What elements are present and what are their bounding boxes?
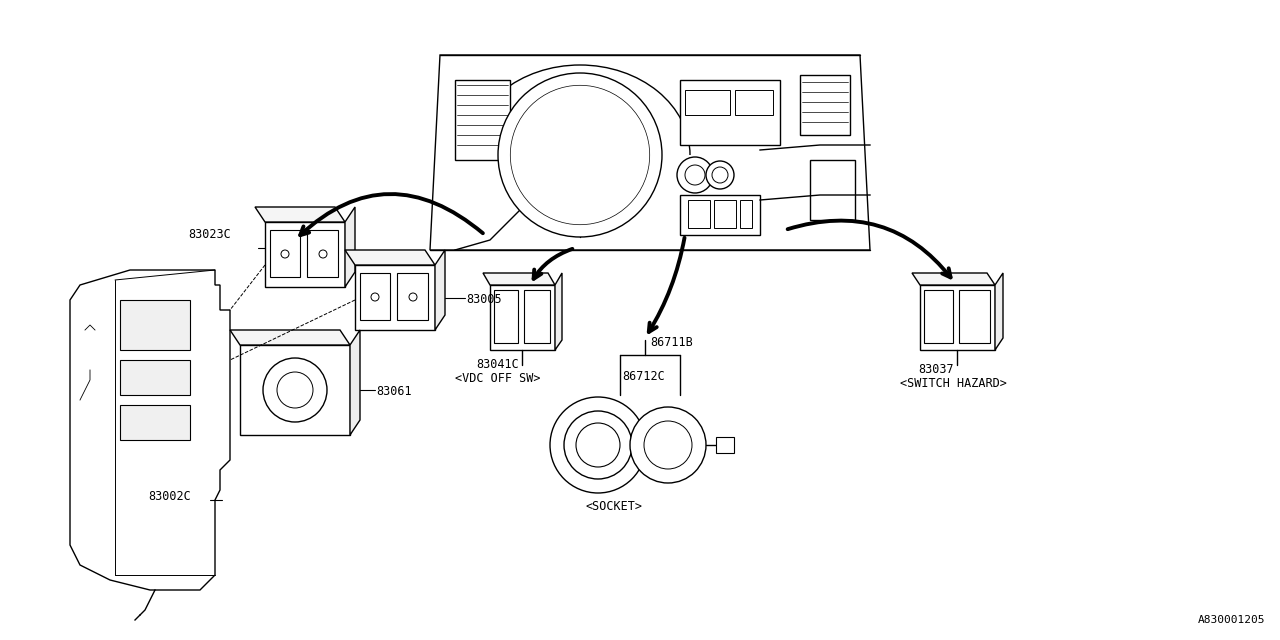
Polygon shape	[680, 195, 760, 235]
Polygon shape	[435, 250, 445, 330]
Circle shape	[410, 293, 417, 301]
Text: A830001205: A830001205	[1198, 615, 1265, 625]
Polygon shape	[349, 330, 360, 435]
Polygon shape	[230, 330, 349, 345]
Text: <VDC OFF SW>: <VDC OFF SW>	[454, 372, 540, 385]
Polygon shape	[494, 290, 518, 343]
Polygon shape	[740, 200, 753, 228]
Text: 83005: 83005	[466, 293, 502, 306]
Polygon shape	[120, 300, 189, 350]
Circle shape	[552, 127, 608, 183]
Polygon shape	[346, 207, 355, 287]
Circle shape	[276, 372, 314, 408]
Circle shape	[282, 250, 289, 258]
Polygon shape	[265, 222, 346, 287]
Polygon shape	[995, 273, 1004, 350]
Polygon shape	[397, 273, 428, 320]
Polygon shape	[524, 290, 550, 343]
Polygon shape	[454, 80, 509, 160]
Polygon shape	[360, 273, 390, 320]
Polygon shape	[255, 207, 346, 222]
Text: 86711B: 86711B	[650, 336, 692, 349]
Text: 83023C: 83023C	[188, 228, 230, 241]
Polygon shape	[556, 273, 562, 350]
Circle shape	[498, 73, 662, 237]
Polygon shape	[685, 90, 730, 115]
Polygon shape	[716, 437, 733, 453]
Polygon shape	[307, 230, 338, 277]
Circle shape	[576, 423, 620, 467]
Circle shape	[685, 165, 705, 185]
Text: 83041C: 83041C	[476, 358, 518, 371]
Circle shape	[564, 411, 632, 479]
Text: <SOCKET>: <SOCKET>	[585, 500, 643, 513]
Polygon shape	[911, 273, 995, 285]
Polygon shape	[483, 273, 556, 285]
Polygon shape	[735, 90, 773, 115]
Text: 83061: 83061	[376, 385, 412, 398]
Polygon shape	[810, 160, 855, 220]
Polygon shape	[241, 345, 349, 435]
Polygon shape	[689, 200, 710, 228]
Circle shape	[550, 397, 646, 493]
Polygon shape	[920, 285, 995, 350]
Circle shape	[262, 358, 326, 422]
Polygon shape	[355, 265, 435, 330]
Circle shape	[511, 85, 650, 225]
Polygon shape	[270, 230, 300, 277]
Circle shape	[630, 407, 707, 483]
Polygon shape	[800, 75, 850, 135]
Polygon shape	[680, 80, 780, 145]
Text: <SWITCH HAZARD>: <SWITCH HAZARD>	[900, 377, 1007, 390]
Circle shape	[707, 161, 733, 189]
Polygon shape	[490, 285, 556, 350]
Circle shape	[319, 250, 326, 258]
Polygon shape	[70, 270, 230, 590]
Polygon shape	[924, 290, 954, 343]
Circle shape	[371, 293, 379, 301]
Text: 83002C: 83002C	[148, 490, 191, 503]
Polygon shape	[714, 200, 736, 228]
Text: 83037: 83037	[918, 363, 954, 376]
Polygon shape	[430, 55, 870, 250]
Circle shape	[677, 157, 713, 193]
Circle shape	[712, 167, 728, 183]
Text: 86712C: 86712C	[622, 370, 664, 383]
Polygon shape	[120, 360, 189, 395]
Polygon shape	[959, 290, 989, 343]
Polygon shape	[346, 250, 435, 265]
Polygon shape	[120, 405, 189, 440]
Circle shape	[644, 421, 692, 469]
